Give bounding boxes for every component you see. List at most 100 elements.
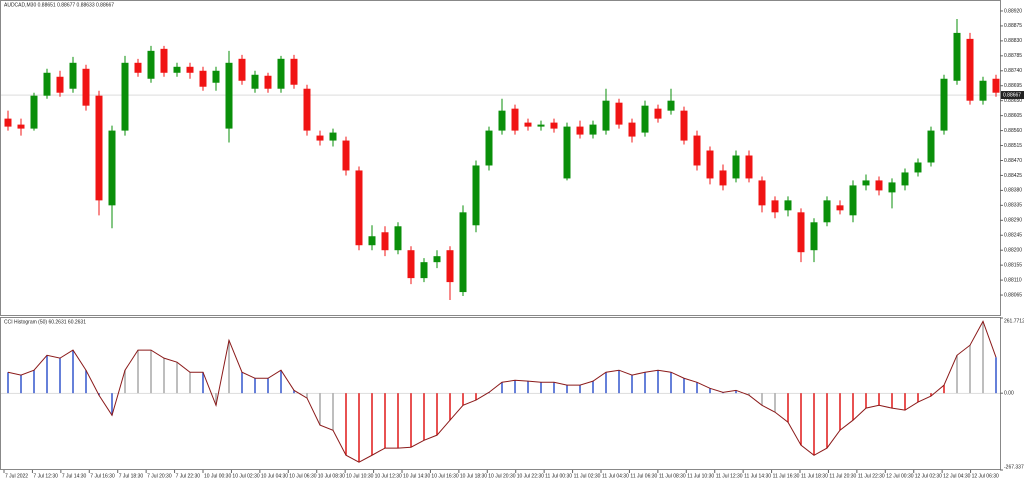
candle-body xyxy=(992,78,1000,93)
x-tick-label: 10 Jul 22:30 xyxy=(517,473,544,479)
x-tick-label: 7 Jul 20:30 xyxy=(147,473,172,479)
x-tick-label: 12 Jul 04:30 xyxy=(943,473,970,479)
candle-body xyxy=(784,200,792,211)
y-tick-label: 0.88065 xyxy=(1004,292,1022,298)
candle-body xyxy=(511,108,519,131)
x-tick-label: 12 Jul 06:30 xyxy=(972,473,999,479)
candle-body xyxy=(160,48,168,73)
x-tick-label: 11 Jul 20:30 xyxy=(829,473,856,479)
x-tick-label: 11 Jul 18:30 xyxy=(801,473,828,479)
x-tick-label: 10 Jul 08:30 xyxy=(318,473,345,479)
candle-body xyxy=(823,200,831,223)
y-tick-label: 0.88290 xyxy=(1004,218,1022,224)
x-tick-label: 11 Jul 14:30 xyxy=(744,473,771,479)
price-line-label: 0.88667 xyxy=(1003,92,1021,98)
candle-body xyxy=(498,110,506,131)
candle-body xyxy=(381,232,389,251)
candle-body xyxy=(966,38,974,101)
candle-body xyxy=(693,135,701,166)
candle-body xyxy=(654,108,662,119)
x-tick-label: 11 Jul 02:30 xyxy=(574,473,601,479)
candle-body xyxy=(69,62,77,89)
candle-body xyxy=(329,132,337,141)
y-tick-label: 0.88155 xyxy=(1004,262,1022,268)
candle-body xyxy=(940,78,948,131)
candle-body xyxy=(732,155,740,179)
candle-body xyxy=(368,236,376,246)
candle-body xyxy=(316,135,324,141)
x-tick-label: 10 Jul 06:30 xyxy=(289,473,316,479)
x-tick-label: 12 Jul 00:30 xyxy=(886,473,913,479)
candle-body xyxy=(212,70,220,83)
candle-body xyxy=(394,226,402,251)
candle-body xyxy=(745,155,753,179)
candle-body xyxy=(979,80,987,101)
x-tick-label: 11 Jul 08:30 xyxy=(659,473,686,479)
candle-body xyxy=(771,200,779,213)
candle-body xyxy=(303,88,311,131)
candle-body xyxy=(602,100,610,131)
candle-body xyxy=(667,100,675,111)
candle-body xyxy=(199,70,207,87)
y-tick-label: 0.88695 xyxy=(1004,83,1022,89)
candle-body xyxy=(706,150,714,179)
x-tick-label: 11 Jul 12:30 xyxy=(716,473,743,479)
candle-body xyxy=(758,180,766,206)
candle-body xyxy=(901,172,909,186)
y-tick-label: 0.88875 xyxy=(1004,23,1022,29)
y-tick-label: 0.88110 xyxy=(1004,277,1022,283)
x-tick-label: 10 Jul 20:30 xyxy=(488,473,515,479)
price-panel xyxy=(0,0,1001,316)
y-tick-label: 261.7712 xyxy=(1004,318,1024,324)
x-tick-label: 7 Jul 12:30 xyxy=(33,473,58,479)
candle-body xyxy=(121,62,129,131)
candle-body xyxy=(836,205,844,211)
x-tick-label: 10 Jul 14:30 xyxy=(403,473,430,479)
x-tick-label: 11 Jul 00:30 xyxy=(545,473,572,479)
x-tick-label: 11 Jul 06:30 xyxy=(630,473,657,479)
candle-body xyxy=(797,212,805,253)
candle-body xyxy=(82,68,90,106)
x-tick-label: 10 Jul 18:30 xyxy=(460,473,487,479)
x-tick-label: 12 Jul 02:30 xyxy=(915,473,942,479)
candle-body xyxy=(134,62,142,73)
candle-body xyxy=(4,118,12,127)
x-tick-label: 11 Jul 22:30 xyxy=(858,473,885,479)
candle-body xyxy=(251,74,259,89)
y-tick-label: 0.88605 xyxy=(1004,113,1022,119)
y-tick-label: 0.88830 xyxy=(1004,38,1022,44)
candle-body xyxy=(420,262,428,279)
candle-body xyxy=(277,58,285,89)
candle-body xyxy=(914,162,922,173)
candle-body xyxy=(485,130,493,166)
y-tick-label: 0.88380 xyxy=(1004,188,1022,194)
x-tick-label: 7 Jul 18:30 xyxy=(119,473,144,479)
candle-body xyxy=(953,32,961,81)
candle-body xyxy=(537,124,545,127)
candle-body xyxy=(186,66,194,73)
x-tick-label: 11 Jul 04:30 xyxy=(602,473,629,479)
price-layer: 0.88920 0.88875 0.88830 0.88785 0.88740 0.886… xyxy=(1,8,1024,479)
candle-body xyxy=(810,222,818,251)
candle-body xyxy=(238,58,246,81)
candle-body xyxy=(563,126,571,179)
indicator-layer: 261.7712 0.00 -267.3372 xyxy=(1,317,1024,471)
candle-body xyxy=(95,95,103,201)
candle-body xyxy=(56,76,64,93)
candle-body xyxy=(446,250,454,283)
candle-body xyxy=(576,126,584,135)
candle-body xyxy=(615,102,623,125)
candle-body xyxy=(355,170,363,246)
candle-body xyxy=(459,212,467,293)
candle-body xyxy=(264,75,272,89)
y-tick-label: 0.00 xyxy=(1004,391,1014,397)
candle-body xyxy=(849,185,857,216)
candle-body xyxy=(524,122,532,127)
x-tick-label: 10 Jul 12:30 xyxy=(375,473,402,479)
candle-body xyxy=(719,170,727,186)
x-tick-label: 7 Jul 16:30 xyxy=(90,473,115,479)
x-tick-label: 7 Jul 2022 xyxy=(5,473,28,479)
candle-body xyxy=(17,124,25,129)
candle-body xyxy=(225,62,233,129)
